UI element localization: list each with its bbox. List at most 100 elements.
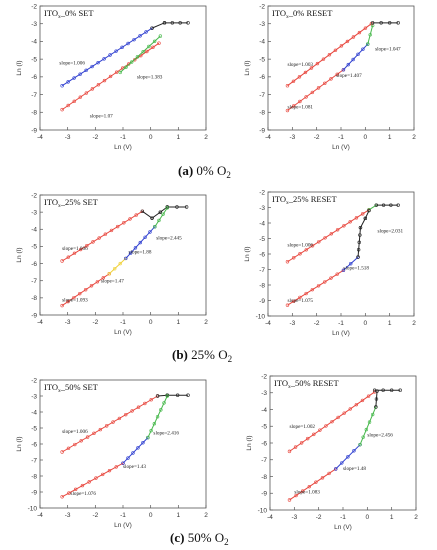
data-point bbox=[323, 236, 327, 240]
data-point bbox=[72, 295, 76, 300]
x-tick-label: 0 bbox=[364, 320, 368, 327]
y-tick-label: -8 bbox=[31, 295, 37, 302]
x-tick-label: 2 bbox=[412, 134, 416, 141]
y-tick-label: -10 bbox=[256, 313, 266, 320]
data-point bbox=[78, 72, 82, 76]
data-point bbox=[367, 420, 372, 424]
data-point bbox=[381, 388, 385, 392]
x-tick-label: 0 bbox=[364, 134, 368, 141]
y-tick-label: -3 bbox=[259, 21, 265, 28]
y-tick-label: -5 bbox=[31, 244, 37, 251]
data-point bbox=[374, 397, 379, 401]
caption-c: (c) 50% O2 bbox=[170, 530, 229, 547]
data-point bbox=[354, 216, 359, 220]
slope-annotation: slope=1.002 bbox=[289, 424, 315, 430]
plot-frame bbox=[39, 379, 207, 509]
series-line-high bbox=[157, 394, 189, 397]
series-line-ohmic bbox=[61, 42, 160, 111]
series-line-ohmic bbox=[287, 69, 344, 111]
data-point bbox=[148, 230, 152, 234]
data-point bbox=[310, 244, 315, 248]
data-point bbox=[104, 424, 109, 428]
data-point bbox=[304, 248, 308, 252]
slope-annotation: slope=1.047 bbox=[375, 46, 401, 52]
data-point bbox=[309, 66, 314, 70]
data-point bbox=[342, 411, 346, 415]
data-point bbox=[151, 45, 155, 50]
y-tick-label: -6 bbox=[261, 440, 267, 447]
data-point bbox=[321, 57, 326, 61]
data-point bbox=[352, 449, 356, 453]
data-point bbox=[120, 45, 124, 50]
y-tick-label: -5 bbox=[261, 424, 267, 431]
x-axis-label: Ln (V) bbox=[334, 524, 352, 531]
data-point bbox=[361, 212, 365, 216]
data-point bbox=[294, 493, 298, 498]
data-point bbox=[66, 255, 71, 259]
series-line-high bbox=[375, 391, 378, 408]
data-point bbox=[124, 65, 128, 69]
y-tick-label: -10 bbox=[28, 505, 38, 512]
slope-annotation: slope=2.416 bbox=[153, 430, 179, 436]
x-tick-label: -4 bbox=[37, 319, 43, 326]
data-point bbox=[342, 224, 346, 228]
data-point bbox=[118, 70, 122, 75]
slope-annotation: slope=1.88 bbox=[129, 249, 152, 255]
x-tick-label: -1 bbox=[338, 134, 344, 141]
data-point bbox=[320, 476, 325, 480]
data-point bbox=[112, 267, 117, 271]
data-point bbox=[396, 203, 400, 207]
y-tick-label: -9 bbox=[259, 127, 265, 134]
x-tick-label: -2 bbox=[92, 512, 98, 519]
x-tick-label: 1 bbox=[390, 514, 394, 521]
series-line-high bbox=[142, 206, 187, 219]
data-point bbox=[158, 210, 163, 214]
slope-annotation: slope=1.083 bbox=[294, 489, 320, 495]
slope-annotation: slope=1.093 bbox=[62, 297, 88, 303]
data-point bbox=[178, 21, 182, 25]
data-point bbox=[131, 451, 135, 455]
slope-annotation: slope=1.47 bbox=[101, 278, 124, 284]
data-point bbox=[304, 95, 308, 99]
data-point bbox=[306, 436, 310, 441]
series-line-ohmic bbox=[289, 391, 375, 452]
data-point bbox=[184, 205, 189, 209]
series-line-ohmic bbox=[287, 209, 370, 263]
data-point bbox=[335, 228, 340, 232]
data-point bbox=[128, 251, 133, 255]
x-tick-label: -4 bbox=[265, 134, 271, 141]
data-point bbox=[107, 468, 112, 473]
x-tick-label: 1 bbox=[388, 320, 392, 327]
data-point bbox=[152, 422, 157, 426]
data-point bbox=[87, 480, 91, 484]
data-point bbox=[60, 450, 64, 454]
data-point bbox=[114, 465, 118, 469]
data-point bbox=[114, 70, 119, 74]
y-tick-label: -2 bbox=[31, 192, 37, 199]
data-point bbox=[124, 412, 128, 417]
slope-annotation: slope=2.445 bbox=[156, 236, 182, 242]
data-point bbox=[358, 442, 362, 447]
data-point bbox=[147, 44, 151, 49]
series-line-transition bbox=[108, 258, 127, 275]
data-point bbox=[152, 39, 157, 44]
data-point bbox=[368, 33, 372, 37]
data-point bbox=[324, 424, 328, 428]
data-point bbox=[361, 435, 365, 439]
data-point bbox=[102, 57, 106, 61]
data-point bbox=[80, 483, 85, 488]
data-point bbox=[144, 30, 148, 34]
data-point bbox=[155, 415, 160, 419]
data-point bbox=[117, 416, 122, 421]
caption-a: (a) 0% O2 bbox=[178, 163, 231, 180]
y-tick-label: -4 bbox=[31, 409, 37, 416]
slope-annotation: slope=1.383 bbox=[137, 75, 163, 81]
data-point bbox=[366, 42, 370, 46]
data-point bbox=[379, 21, 383, 25]
data-point bbox=[304, 291, 308, 296]
y-tick-label: -8 bbox=[31, 473, 37, 480]
data-point bbox=[120, 66, 125, 70]
data-point bbox=[78, 95, 82, 99]
x-tick-label: -2 bbox=[314, 134, 320, 141]
